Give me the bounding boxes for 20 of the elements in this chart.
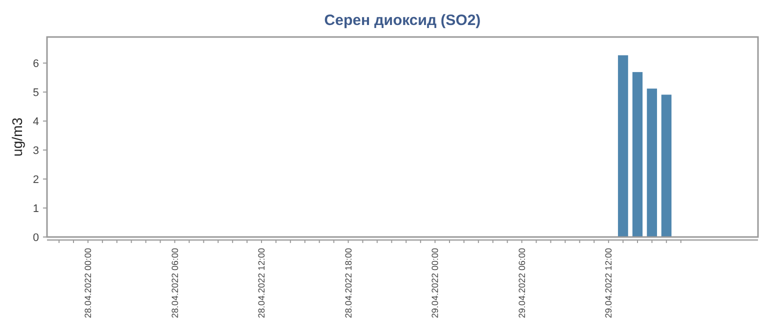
y-tick-label: 6 (32, 58, 39, 70)
chart-title: Серен диоксид (SO2) (324, 12, 481, 29)
x-tick-label: 28.04.2022 12:00 (256, 248, 267, 318)
bar (618, 55, 628, 237)
x-tick-label: 28.04.2022 06:00 (170, 248, 180, 318)
y-tick-label: 1 (32, 202, 39, 215)
bar (632, 72, 643, 237)
y-tick-label: 3 (32, 144, 39, 157)
bar (646, 88, 658, 237)
x-tick-label: 28.04.2022 18:00 (343, 248, 354, 318)
y-tick-label: 2 (32, 174, 39, 186)
y-tick-label: 0 (32, 232, 39, 244)
bar (661, 94, 672, 237)
x-tick-label: 28.04.2022 00:00 (83, 248, 94, 318)
x-tick-label: 29.04.2022 00:00 (430, 248, 440, 318)
x-tick-label: 29.04.2022 06:00 (516, 248, 527, 318)
y-tick-label: 4 (32, 116, 39, 128)
y-axis-title: ug/m3 (9, 117, 25, 156)
x-tick-label: 29.04.2022 12:00 (604, 248, 614, 318)
y-tick-label: 5 (32, 86, 39, 99)
